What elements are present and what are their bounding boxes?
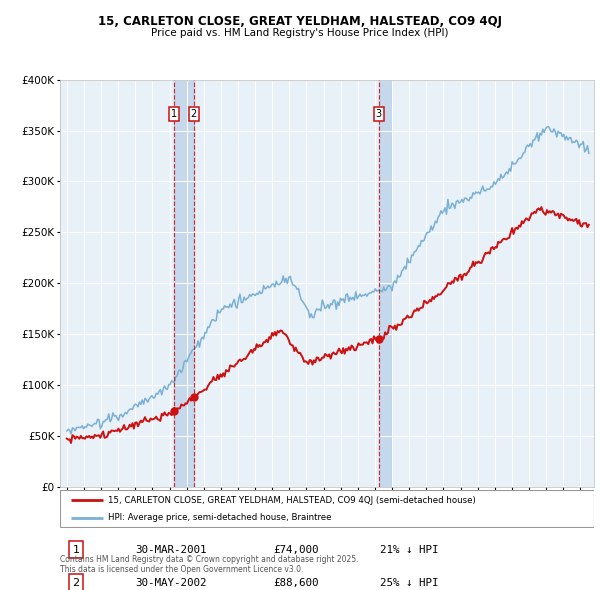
Text: HPI: Average price, semi-detached house, Braintree: HPI: Average price, semi-detached house,… [108, 513, 332, 522]
Text: 21% ↓ HPI: 21% ↓ HPI [380, 545, 439, 555]
Text: 3: 3 [376, 109, 382, 119]
Text: 30-MAR-2001: 30-MAR-2001 [135, 545, 206, 555]
Text: £74,000: £74,000 [274, 545, 319, 555]
Text: 2: 2 [191, 109, 197, 119]
Text: 15, CARLETON CLOSE, GREAT YELDHAM, HALSTEAD, CO9 4QJ: 15, CARLETON CLOSE, GREAT YELDHAM, HALST… [98, 15, 502, 28]
Text: 15, CARLETON CLOSE, GREAT YELDHAM, HALSTEAD, CO9 4QJ (semi-detached house): 15, CARLETON CLOSE, GREAT YELDHAM, HALST… [108, 496, 476, 504]
FancyBboxPatch shape [60, 490, 594, 527]
Text: 1: 1 [73, 545, 80, 555]
Text: £88,600: £88,600 [274, 578, 319, 588]
Text: Contains HM Land Registry data © Crown copyright and database right 2025.
This d: Contains HM Land Registry data © Crown c… [60, 555, 359, 574]
Text: 1: 1 [171, 109, 177, 119]
Bar [174, 80, 194, 487]
Text: 30-MAY-2002: 30-MAY-2002 [135, 578, 206, 588]
Text: 2: 2 [73, 578, 80, 588]
Text: Price paid vs. HM Land Registry's House Price Index (HPI): Price paid vs. HM Land Registry's House … [151, 28, 449, 38]
Bar [379, 80, 391, 487]
Text: 25% ↓ HPI: 25% ↓ HPI [380, 578, 439, 588]
